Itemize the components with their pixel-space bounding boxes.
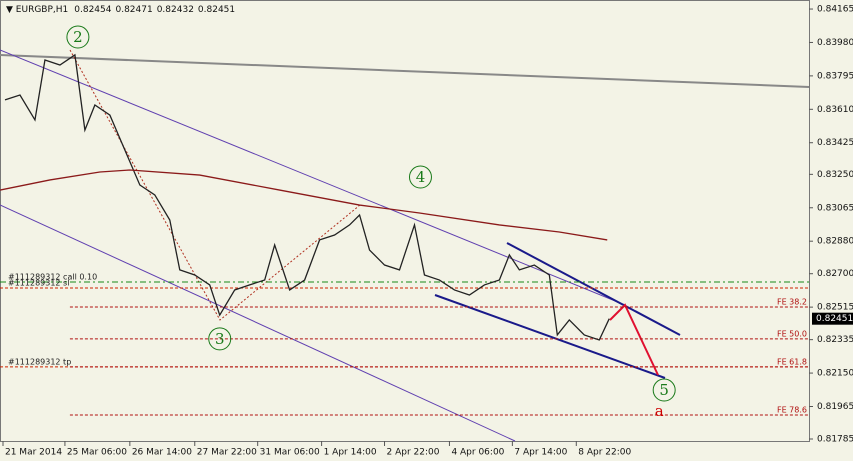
wave-label: 2 bbox=[73, 28, 83, 46]
level-label: FE 78.6 bbox=[777, 405, 807, 414]
plot-frame bbox=[0, 0, 810, 442]
price-line bbox=[0, 169, 608, 241]
wave-circle bbox=[652, 378, 676, 402]
x-tick-label: 1 Apr 14:00 bbox=[324, 448, 377, 458]
channel-line bbox=[0, 204, 516, 442]
wedge-line bbox=[506, 242, 681, 336]
channel-line bbox=[0, 49, 626, 306]
open: 0.82454 bbox=[74, 5, 111, 15]
x-tick-label: 27 Mar 22:00 bbox=[197, 448, 257, 458]
wave-label: a bbox=[655, 402, 664, 420]
level-label: FE 38.2 bbox=[777, 297, 807, 306]
level-label: #111289312 tp bbox=[8, 357, 71, 366]
x-tick-label: 7 Apr 14:00 bbox=[514, 448, 567, 458]
y-tick-label: 0.83065 bbox=[817, 203, 853, 213]
wave-label: 4 bbox=[416, 168, 426, 186]
wave-circle bbox=[408, 165, 432, 189]
high: 0.82471 bbox=[115, 5, 152, 15]
level-label: #111289312 sl bbox=[8, 278, 69, 287]
x-tick-label: 8 Apr 22:00 bbox=[578, 448, 631, 458]
level-label: FE 50.0 bbox=[777, 329, 807, 338]
x-tick-label: 4 Apr 06:00 bbox=[451, 448, 504, 458]
y-tick-label: 0.82150 bbox=[817, 369, 853, 379]
symbol: EURGBP,H1 bbox=[16, 5, 68, 15]
y-tick-label: 0.82515 bbox=[817, 303, 853, 313]
x-tick-label: 25 Mar 06:00 bbox=[67, 448, 127, 458]
level-label: #111289312 call 0.10 bbox=[8, 273, 97, 282]
trend-line bbox=[0, 54, 810, 88]
projection-arrow bbox=[609, 303, 659, 376]
y-tick-label: 0.82700 bbox=[817, 269, 853, 279]
price-box-label: 0.82451 bbox=[816, 314, 853, 324]
wave-path bbox=[69, 49, 361, 321]
wave-label: 3 bbox=[215, 330, 225, 348]
price-line bbox=[4, 53, 610, 341]
y-tick-label: 0.83425 bbox=[817, 138, 853, 148]
y-tick-label: 0.82335 bbox=[817, 335, 853, 345]
y-tick-label: 0.83250 bbox=[817, 170, 853, 180]
x-tick-label: 31 Mar 06:00 bbox=[260, 448, 320, 458]
y-tick-label: 0.83610 bbox=[817, 105, 853, 115]
header: ▼ EURGBP,H1 0.82454 0.82471 0.82432 0.82451 bbox=[6, 5, 235, 15]
y-tick-label: 0.82880 bbox=[817, 237, 853, 247]
level-label: FE 61.8 bbox=[777, 357, 807, 366]
x-tick-label: 26 Mar 14:00 bbox=[132, 448, 192, 458]
close: 0.82451 bbox=[198, 5, 235, 15]
drawings bbox=[0, 49, 810, 442]
wave-circle bbox=[66, 25, 90, 49]
x-tick-label: 21 Mar 2014 bbox=[5, 448, 62, 458]
x-tick-label: 2 Apr 22:00 bbox=[387, 448, 440, 458]
y-tick-label: 0.81785 bbox=[817, 435, 853, 445]
wave-circle bbox=[208, 327, 232, 351]
price-box bbox=[812, 312, 853, 325]
wedge-line bbox=[434, 294, 666, 379]
y-tick-label: 0.83795 bbox=[817, 71, 853, 81]
y-tick-label: 0.81965 bbox=[817, 402, 853, 412]
y-tick-label: 0.84165 bbox=[817, 5, 853, 15]
y-tick-label: 0.83980 bbox=[817, 38, 853, 48]
low: 0.82432 bbox=[157, 5, 194, 15]
wave-label: 5 bbox=[659, 381, 669, 399]
